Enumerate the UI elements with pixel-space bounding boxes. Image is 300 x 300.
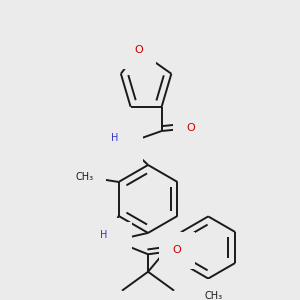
Text: O: O (134, 46, 143, 56)
Text: N: N (122, 139, 130, 148)
Text: O: O (186, 123, 195, 133)
Text: N: N (110, 236, 118, 246)
Text: H: H (100, 230, 107, 240)
Text: CH₃: CH₃ (76, 172, 94, 182)
Text: H: H (111, 133, 119, 143)
Text: CH₃: CH₃ (204, 291, 222, 300)
Text: O: O (173, 245, 182, 255)
